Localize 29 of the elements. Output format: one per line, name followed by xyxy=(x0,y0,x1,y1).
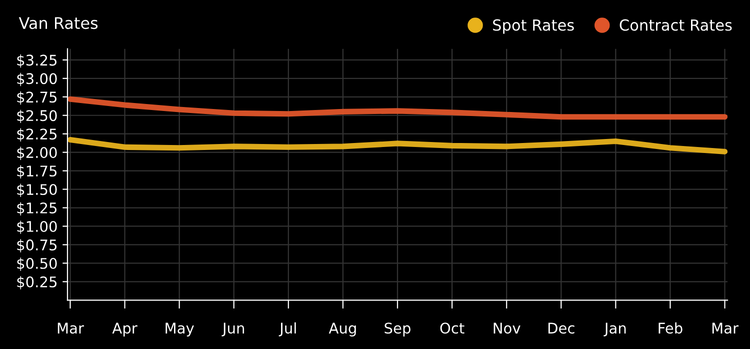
y-tick-label: $2.00 xyxy=(17,146,57,160)
y-tick-label: $0.25 xyxy=(17,276,57,290)
x-tick-label: Sep xyxy=(384,322,410,336)
y-tick-label: $3.25 xyxy=(17,54,57,68)
x-tick-label: Aug xyxy=(328,322,356,336)
y-tick-label: $2.75 xyxy=(17,91,57,105)
x-tick-label: Jan xyxy=(604,322,626,336)
chart-title: Van Rates xyxy=(18,17,98,30)
x-tick-label: Dec xyxy=(548,322,574,334)
x-tick-label: Nov xyxy=(494,322,520,334)
x-tick-label: Jul xyxy=(278,322,296,336)
x-tick-label: Jun xyxy=(222,322,244,336)
x-tick-label: May xyxy=(166,322,194,336)
y-tick-label: $2.50 xyxy=(17,110,57,124)
x-tick-label: Oct xyxy=(440,322,464,334)
y-tick-label: $0.75 xyxy=(17,239,57,252)
x-tick-label: Apr xyxy=(112,322,138,336)
legend-label: Spot Rates xyxy=(493,19,574,34)
y-tick-label: $1.00 xyxy=(17,220,57,234)
y-tick-label: $1.75 xyxy=(17,165,57,178)
y-tick-label: $2.25 xyxy=(17,128,57,142)
y-tick-label: $1.50 xyxy=(17,184,57,197)
legend-label: Contract Rates xyxy=(620,19,732,31)
x-tick-label: Mar xyxy=(712,322,739,334)
y-tick-label: $0.50 xyxy=(17,258,57,271)
x-tick-label: Feb xyxy=(658,322,682,334)
y-tick-label: $1.25 xyxy=(17,202,57,216)
y-tick-label: $3.00 xyxy=(17,72,57,86)
x-tick-label: Mar xyxy=(58,322,84,334)
